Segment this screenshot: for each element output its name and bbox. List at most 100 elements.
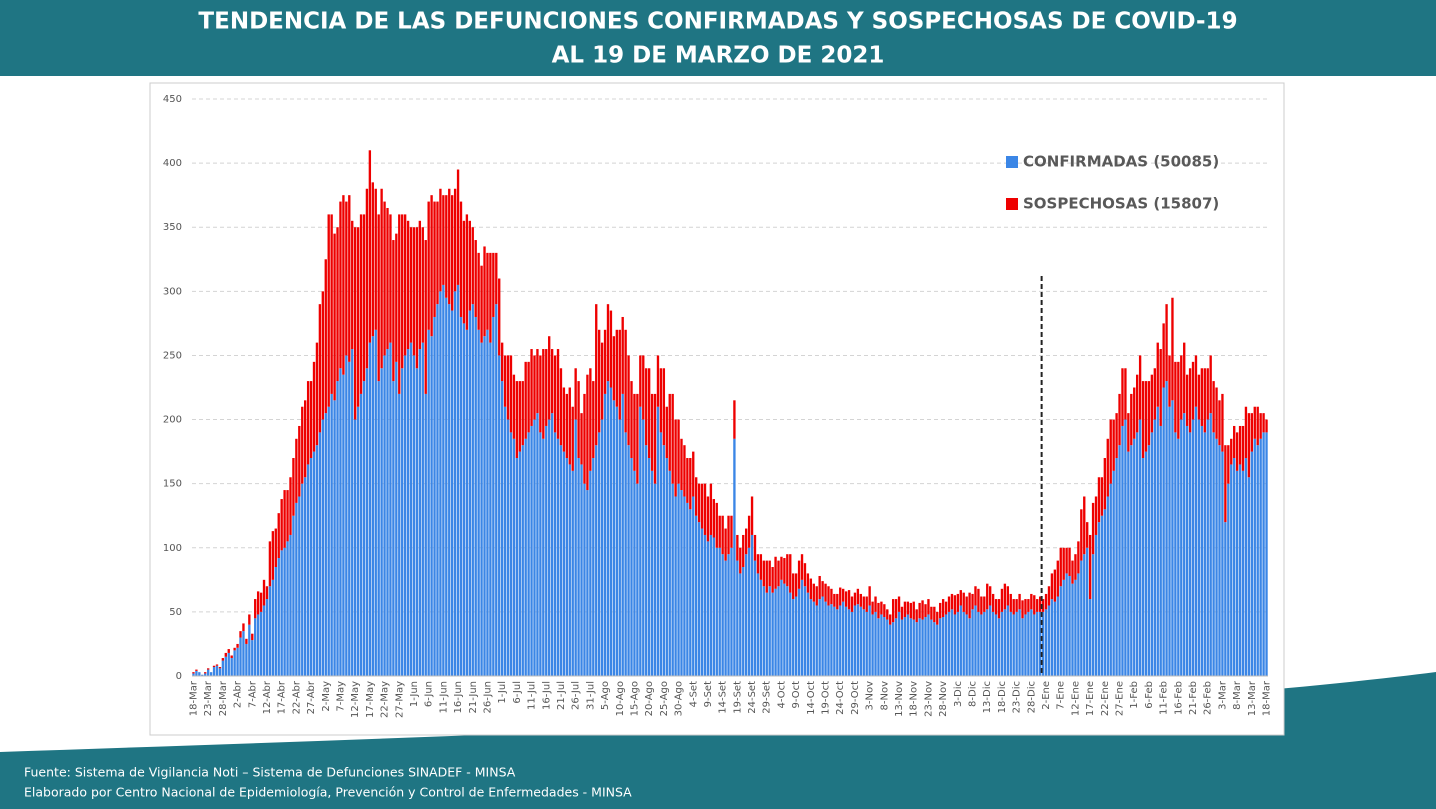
bar-segment xyxy=(850,611,854,676)
bar-segment xyxy=(971,593,974,610)
bar-segment xyxy=(233,647,236,651)
bar-segment xyxy=(433,316,436,676)
x-tick-label: 26-Jul xyxy=(571,681,582,710)
bar-segment xyxy=(330,393,333,676)
bar-segment xyxy=(254,599,257,619)
bar-segment xyxy=(997,599,1001,619)
bar-segment xyxy=(230,658,233,676)
bar-segment xyxy=(1256,406,1259,446)
x-tick-label: 18-Mar xyxy=(1262,680,1273,716)
bar-segment xyxy=(789,554,792,593)
bar-segment xyxy=(359,393,363,676)
bar-segment xyxy=(642,355,645,420)
bar-segment xyxy=(312,451,316,676)
bar-segment xyxy=(994,614,998,676)
legend-label: CONFIRMADAS (50085) xyxy=(1023,153,1219,171)
y-tick-label: 300 xyxy=(163,286,182,297)
bar-segment xyxy=(559,368,563,446)
bar-segment xyxy=(956,593,960,612)
bar-segment xyxy=(218,668,222,676)
bar-segment xyxy=(574,368,577,420)
x-tick-label: 13-Dic xyxy=(982,681,993,713)
bar-segment xyxy=(1033,595,1036,615)
y-tick-label: 50 xyxy=(169,607,182,618)
x-tick-label: 22-May xyxy=(380,681,391,718)
bar-segment xyxy=(315,342,319,446)
x-tick-label: 21-Jun xyxy=(468,681,479,714)
bar-segment xyxy=(1130,445,1133,676)
bar-segment xyxy=(639,406,642,676)
bar-segment xyxy=(844,591,848,607)
bar-segment xyxy=(1086,547,1089,676)
x-tick-label: 11-Jul xyxy=(527,681,538,710)
bar-segment xyxy=(371,336,374,676)
bar-segment xyxy=(915,609,918,623)
bar-segment xyxy=(1071,583,1074,676)
bar-segment xyxy=(1027,599,1030,612)
bar-segment xyxy=(768,586,771,676)
bar-segment xyxy=(406,349,410,676)
bar-segment xyxy=(271,579,275,676)
bar-segment xyxy=(653,393,657,484)
bar-segment xyxy=(348,361,351,676)
bar-segment xyxy=(833,593,836,607)
bar-segment xyxy=(836,609,839,676)
bar-segment xyxy=(512,374,516,439)
bar-segment xyxy=(245,638,248,644)
bar-segment xyxy=(1197,419,1201,676)
bar-segment xyxy=(533,355,536,420)
bar-segment xyxy=(518,451,521,676)
bar-segment xyxy=(271,531,275,580)
bar-segment xyxy=(1106,438,1109,497)
bar-segment xyxy=(1050,599,1054,676)
bar-segment xyxy=(821,596,824,676)
bar-segment xyxy=(442,284,445,676)
x-tick-label: 21-Jul xyxy=(556,681,567,710)
bar-segment xyxy=(1003,609,1007,676)
bar-segment xyxy=(565,393,569,459)
bar-segment xyxy=(959,605,962,676)
x-tick-label: 16-Jun xyxy=(453,681,464,714)
x-tick-label: 24-Set xyxy=(747,681,758,714)
bar-segment xyxy=(868,605,871,676)
bar-segment xyxy=(818,575,821,600)
bar-segment xyxy=(1171,297,1174,401)
bar-segment xyxy=(1053,601,1057,676)
bar-segment xyxy=(1074,579,1077,676)
bar-segment xyxy=(483,246,486,337)
bar-segment xyxy=(415,368,419,676)
x-tick-label: 4-Oct xyxy=(776,681,787,709)
bar-segment xyxy=(1059,586,1062,676)
x-tick-label: 16-Feb xyxy=(1173,681,1184,715)
x-tick-label: 30-Ago xyxy=(674,681,685,716)
legend-swatch xyxy=(1006,198,1018,210)
bar-segment xyxy=(1144,381,1148,452)
bar-segment xyxy=(480,342,483,676)
bar-segment xyxy=(686,458,689,503)
y-tick-label: 400 xyxy=(163,158,182,169)
bar-segment xyxy=(389,214,392,343)
bar-segment xyxy=(862,609,865,676)
bar-segment xyxy=(792,573,795,600)
bar-segment xyxy=(418,349,422,676)
bar-segment xyxy=(856,588,860,605)
bar-segment xyxy=(636,393,639,484)
bar-segment xyxy=(1183,342,1186,414)
bar-segment xyxy=(936,611,939,625)
bar-segment xyxy=(668,470,671,676)
bar-segment xyxy=(524,438,527,676)
bar-segment xyxy=(689,458,692,510)
bar-segment xyxy=(859,593,863,607)
bar-segment xyxy=(574,419,577,676)
bar-segment xyxy=(695,477,698,516)
bar-segment xyxy=(718,515,721,548)
bar-segment xyxy=(953,595,957,615)
bar-segment xyxy=(912,619,915,676)
bar-segment xyxy=(980,614,983,676)
x-tick-label: 2-May xyxy=(321,681,332,712)
x-tick-label: 29-Set xyxy=(762,681,773,714)
bar-segment xyxy=(842,588,845,602)
bar-segment xyxy=(280,499,283,551)
bar-segment xyxy=(1241,470,1245,676)
bar-segment xyxy=(815,586,818,606)
